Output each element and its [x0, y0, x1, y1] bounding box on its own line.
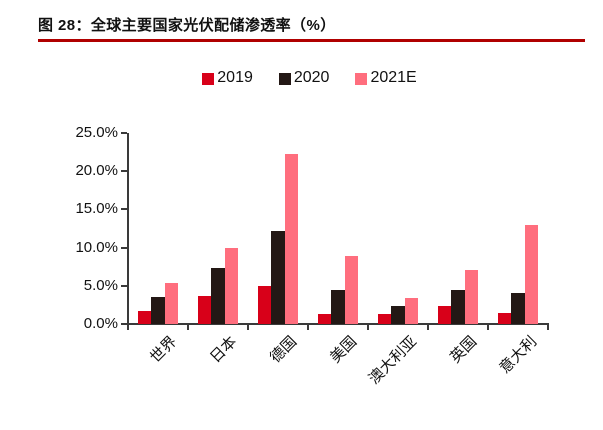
bar-2019-世界 [137, 311, 151, 324]
bar-2020-美国 [331, 290, 345, 324]
bar-2019-澳大利亚 [377, 314, 391, 324]
x-axis-label-日本: 日本 [206, 333, 241, 367]
bar-2020-英国 [451, 290, 465, 324]
bar-2020-德国 [271, 230, 285, 324]
y-axis-tick-label: 10.0% [75, 238, 118, 256]
x-axis-tick [426, 324, 429, 330]
bar-2020-日本 [211, 268, 225, 324]
x-axis-tick [126, 324, 129, 330]
y-axis-tick-label: 0.0% [83, 315, 118, 332]
bar-2019-英国 [437, 305, 451, 324]
bar-2019-美国 [317, 314, 331, 324]
x-axis-tick [546, 324, 549, 330]
x-axis-label-美国: 美国 [326, 333, 361, 367]
legend-item-2020: 2020 [278, 69, 330, 87]
y-axis-tick [120, 284, 127, 287]
bar-2019-日本 [197, 295, 211, 324]
bar-2019-意大利 [497, 313, 511, 324]
x-axis-tick [486, 324, 489, 330]
bar-2020-澳大利亚 [391, 305, 405, 324]
bar-2021E-意大利 [524, 225, 538, 324]
legend-swatch-2019-icon [202, 72, 215, 85]
y-axis-tick [120, 170, 127, 173]
legend-item-2019: 2019 [202, 69, 253, 87]
bar-2021E-世界 [164, 282, 178, 324]
title-underline-rule [38, 39, 585, 42]
x-axis-label-世界: 世界 [146, 333, 181, 367]
y-axis-tick-label: 5.0% [83, 276, 118, 294]
bar-2021E-澳大利亚 [404, 298, 418, 324]
y-axis-tick-label: 20.0% [75, 162, 118, 180]
y-axis-tick-label: 15.0% [75, 200, 118, 218]
bar-2021E-英国 [464, 269, 478, 324]
bar-2020-世界 [151, 297, 165, 324]
legend-label-2020: 2020 [293, 69, 330, 86]
x-axis-label-意大利: 意大利 [496, 333, 541, 377]
x-axis-tick [186, 324, 189, 330]
x-axis-tick [246, 324, 249, 330]
y-axis-tick [120, 208, 127, 211]
bar-2019-德国 [257, 285, 271, 324]
y-axis-line [126, 133, 129, 325]
y-axis-tick [120, 323, 127, 325]
x-axis-label-英国: 英国 [446, 333, 481, 367]
legend-swatch-2020-icon [278, 72, 291, 85]
bar-2021E-美国 [344, 256, 358, 324]
figure-title: 图 28：全球主要国家光伏配储渗透率（%） [38, 17, 336, 34]
y-axis-tick [120, 132, 127, 134]
x-axis-line [126, 323, 549, 325]
legend-label-2019: 2019 [217, 69, 253, 86]
legend-label-2021e: 2021E [370, 69, 417, 86]
bar-2021E-日本 [224, 248, 238, 324]
bar-2021E-德国 [284, 154, 298, 324]
x-axis-tick [366, 324, 369, 330]
chart-legend: 2019 2020 2021E [0, 69, 603, 87]
x-axis-tick [306, 324, 309, 330]
x-axis-label-德国: 德国 [266, 333, 301, 367]
x-axis-label-澳大利亚: 澳大利亚 [365, 333, 421, 388]
legend-item-2021e: 2021E [355, 69, 417, 87]
y-axis-tick-label: 25.0% [75, 124, 118, 141]
y-axis-tick [120, 246, 127, 249]
legend-swatch-2021e-icon [355, 72, 368, 85]
bar-2020-意大利 [511, 293, 525, 324]
